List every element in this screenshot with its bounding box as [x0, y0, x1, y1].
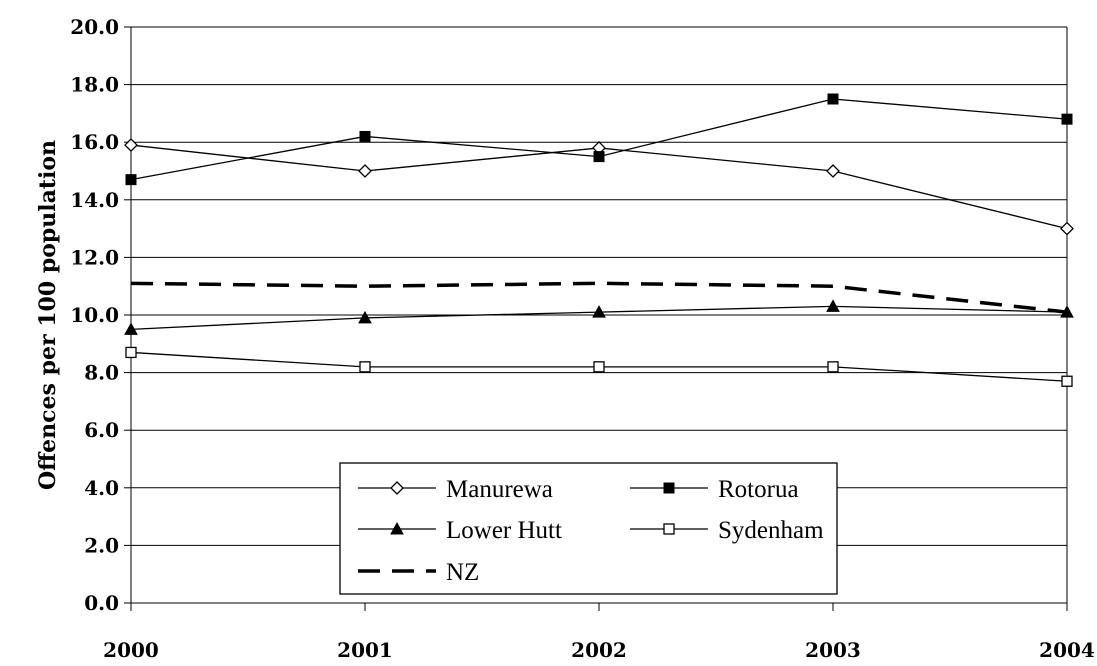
legend-item-sydenham: Sydenham [630, 517, 824, 544]
series-manurewa [124, 138, 1074, 236]
y-tick-label: 8.0 [84, 361, 119, 385]
data-point [826, 164, 840, 178]
data-point [390, 481, 404, 495]
data-point [390, 521, 404, 535]
legend-label: NZ [446, 559, 479, 586]
data-point [358, 310, 372, 324]
y-tick-label: 18.0 [70, 73, 119, 97]
data-point [663, 523, 675, 535]
series-sydenham [125, 346, 1073, 387]
x-tick-label: 2000 [103, 638, 159, 662]
data-point [125, 346, 137, 359]
x-tick-label: 2004 [1039, 638, 1095, 662]
data-point [826, 299, 840, 312]
legend-label: Lower Hutt [446, 517, 562, 544]
data-point [663, 482, 675, 494]
data-point [827, 93, 839, 105]
data-point [1061, 113, 1073, 125]
y-tick-label: 0.0 [84, 591, 119, 615]
y-tick-label: 2.0 [84, 533, 119, 557]
x-tick-label: 2003 [805, 638, 861, 662]
data-point [358, 164, 372, 178]
data-point [359, 130, 371, 142]
data-point [1060, 221, 1074, 236]
legend-item-lower-hutt: Lower Hutt [358, 517, 562, 544]
legend-label: Manurewa [446, 476, 553, 503]
y-tick-label: 14.0 [70, 188, 119, 212]
data-point [593, 361, 605, 373]
data-point [593, 151, 605, 163]
y-tick-label: 20.0 [70, 15, 119, 39]
y-tick-label: 12.0 [70, 245, 119, 269]
legend-item-manurewa: Manurewa [358, 476, 553, 503]
data-point [359, 361, 371, 373]
series-lines [124, 93, 1074, 387]
x-tick-label: 2001 [337, 638, 393, 662]
series-rotorua [125, 93, 1073, 186]
series-nz [130, 281, 1068, 314]
legend-item-nz: NZ [358, 559, 479, 586]
series-lower-hutt [124, 299, 1074, 335]
data-point [124, 138, 138, 152]
data-point [1061, 375, 1073, 387]
legend-label: Sydenham [718, 517, 824, 544]
y-tick-label: 6.0 [84, 418, 119, 442]
series-line [130, 98, 1068, 181]
y-tick-label: 10.0 [70, 303, 119, 327]
legend: Manurewa Rotorua Lower Hutt Sydenham NZ [339, 462, 838, 595]
tick-labels: 0.0 2.0 4.0 6.0 8.0 10.0 12.0 14.0 16.0 18.0 20.0 2… [70, 15, 1095, 662]
y-tick-label: 16.0 [70, 130, 119, 154]
y-tick-label: 4.0 [84, 476, 119, 500]
series-line [130, 281, 1068, 314]
data-point [592, 305, 606, 318]
legend-label: Rotorua [718, 476, 799, 503]
data-point [125, 174, 137, 186]
data-point [827, 361, 839, 373]
x-tick-label: 2002 [571, 638, 627, 662]
data-point [124, 322, 138, 335]
legend-item-rotorua: Rotorua [630, 476, 799, 503]
y-axis-title: Offences per 100 population [35, 140, 61, 490]
